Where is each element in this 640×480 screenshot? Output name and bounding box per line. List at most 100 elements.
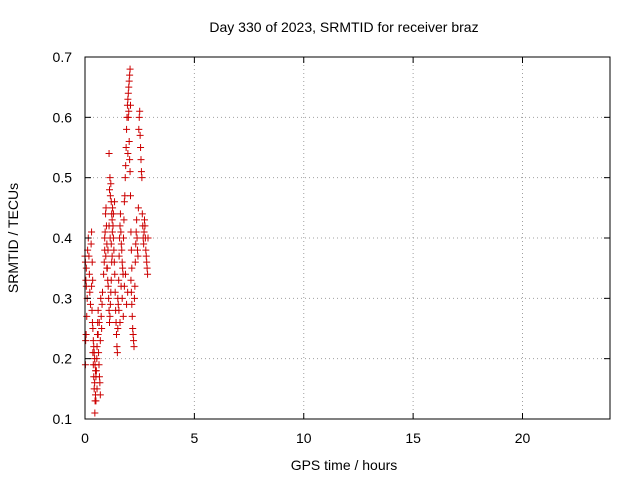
data-point bbox=[106, 174, 114, 182]
data-point bbox=[116, 222, 124, 230]
data-point bbox=[105, 306, 113, 314]
data-point bbox=[105, 150, 113, 158]
data-point bbox=[88, 258, 96, 266]
data-point bbox=[106, 186, 113, 194]
data-point bbox=[141, 222, 149, 230]
data-point bbox=[125, 83, 133, 91]
data-point bbox=[133, 216, 141, 224]
data-point bbox=[89, 337, 97, 345]
data-point bbox=[82, 276, 90, 284]
data-point bbox=[106, 300, 114, 308]
data-point bbox=[96, 379, 104, 387]
x-tick-labels: 0 5 10 15 20 bbox=[81, 430, 530, 446]
data-point bbox=[109, 204, 117, 212]
y-tick-label: 0.5 bbox=[53, 170, 73, 186]
data-point bbox=[136, 131, 144, 139]
data-point bbox=[107, 180, 115, 188]
data-point bbox=[93, 385, 101, 393]
x-axis-label: GPS time / hours bbox=[291, 457, 398, 473]
data-point bbox=[82, 337, 90, 345]
data-point bbox=[143, 264, 151, 272]
data-point bbox=[110, 246, 118, 254]
data-point bbox=[137, 168, 145, 176]
data-point bbox=[95, 373, 103, 381]
data-point bbox=[119, 312, 127, 320]
data-point bbox=[91, 361, 99, 369]
data-point bbox=[89, 276, 97, 284]
data-point bbox=[100, 258, 108, 266]
data-point bbox=[128, 312, 136, 320]
data-point bbox=[137, 156, 145, 164]
data-point bbox=[86, 300, 94, 308]
data-point bbox=[98, 300, 106, 308]
data-point bbox=[100, 270, 108, 278]
data-point bbox=[108, 252, 116, 260]
data-point bbox=[108, 228, 116, 236]
data-point bbox=[127, 276, 135, 284]
data-point bbox=[129, 331, 137, 339]
data-point bbox=[85, 252, 93, 260]
data-point bbox=[103, 264, 111, 272]
data-point bbox=[88, 228, 96, 236]
data-point bbox=[142, 252, 150, 260]
data-point bbox=[90, 343, 98, 351]
data-point bbox=[140, 228, 148, 236]
x-tick-label: 10 bbox=[296, 430, 312, 446]
data-point bbox=[118, 294, 126, 302]
x-tick-label: 20 bbox=[515, 430, 531, 446]
data-point bbox=[92, 397, 100, 405]
data-point bbox=[137, 144, 145, 151]
data-point bbox=[123, 300, 131, 308]
data-point bbox=[102, 252, 110, 260]
data-point bbox=[134, 204, 142, 212]
data-point bbox=[105, 222, 113, 230]
data-point bbox=[91, 409, 99, 417]
data-point bbox=[125, 77, 133, 85]
data-point bbox=[117, 228, 125, 236]
data-point bbox=[90, 349, 98, 357]
data-point bbox=[114, 300, 122, 308]
data-point bbox=[120, 216, 128, 224]
data-point bbox=[118, 258, 126, 266]
data-point bbox=[86, 288, 94, 296]
data-point bbox=[138, 210, 146, 218]
data-point bbox=[130, 343, 138, 351]
data-point bbox=[111, 288, 119, 296]
data-point bbox=[140, 240, 148, 248]
data-point bbox=[133, 234, 141, 242]
data-point bbox=[88, 282, 96, 290]
data-point bbox=[82, 331, 90, 339]
data-point bbox=[132, 228, 140, 236]
data-point bbox=[131, 258, 139, 266]
data-point bbox=[138, 174, 146, 182]
data-point bbox=[116, 318, 124, 326]
x-tick-label: 0 bbox=[81, 430, 89, 446]
data-point bbox=[101, 228, 109, 236]
data-point bbox=[104, 282, 112, 290]
data-point bbox=[111, 270, 119, 278]
data-point bbox=[106, 318, 113, 326]
data-point bbox=[142, 246, 150, 254]
data-point bbox=[110, 258, 118, 266]
data-point bbox=[124, 89, 132, 97]
data-point bbox=[126, 168, 134, 176]
y-tick-label: 0.1 bbox=[53, 411, 73, 427]
data-point bbox=[94, 331, 102, 339]
data-point bbox=[144, 234, 152, 242]
data-point bbox=[113, 331, 120, 339]
data-point bbox=[119, 264, 127, 272]
data-point bbox=[88, 306, 96, 314]
y-tick-label: 0.3 bbox=[53, 290, 73, 306]
data-point bbox=[122, 144, 130, 151]
data-point bbox=[134, 252, 142, 260]
data-point bbox=[104, 246, 112, 254]
data-point bbox=[118, 246, 126, 254]
data-point bbox=[143, 258, 151, 266]
data-point bbox=[124, 150, 132, 158]
data-point bbox=[106, 234, 114, 242]
y-tick-label: 0.6 bbox=[53, 109, 73, 125]
data-point bbox=[106, 312, 114, 320]
data-point bbox=[144, 270, 152, 278]
data-point bbox=[125, 107, 133, 115]
